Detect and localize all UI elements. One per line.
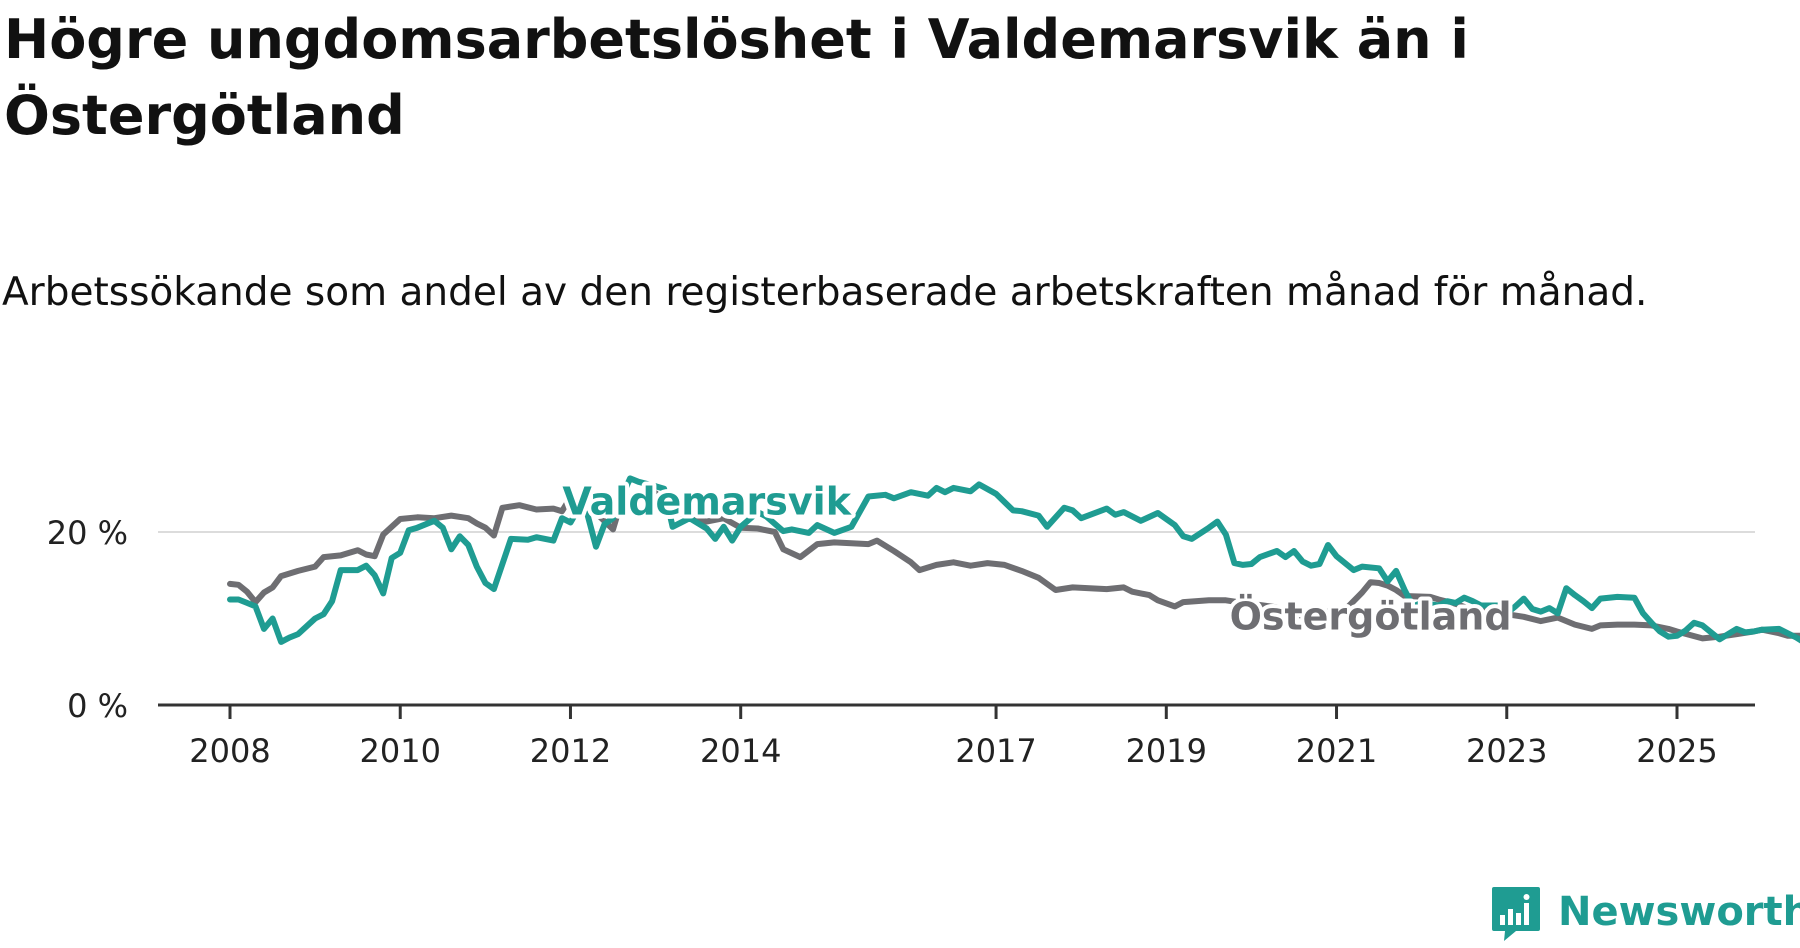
- x-tick-label: 2023: [1466, 732, 1547, 770]
- x-tick-label: 2017: [955, 732, 1036, 770]
- y-tick-label: 0 %: [67, 687, 128, 725]
- label-layer: 9 %11,2 %ValdemarsvikValdemarsvikÖstergö…: [558, 476, 1515, 643]
- x-tick-label: 2008: [189, 732, 270, 770]
- brand-name: Newsworthy: [1558, 889, 1800, 935]
- newsworthy-logo: Newsworthy: [1490, 885, 1800, 943]
- series-line--sterg-tland: [227, 490, 1800, 642]
- chart-subtitle: Arbetssökande som andel av den registerb…: [2, 270, 1648, 315]
- series-layer: [227, 475, 1800, 645]
- series-annotation-halo: Valdemarsvik: [562, 480, 851, 524]
- series-line-valdemarsvik: [227, 475, 1800, 645]
- series-annotation: Valdemarsvik: [562, 480, 851, 524]
- y-tick-label: 20 %: [47, 514, 128, 552]
- x-tick-label: 2021: [1296, 732, 1377, 770]
- x-axis: 2008 2010 2012 2014 2017 2019 2021 2023 2025: [158, 703, 1755, 770]
- y-axis: 0 % 20 %: [47, 514, 128, 725]
- x-tick-label: 2025: [1636, 732, 1717, 770]
- x-tick-label: 2010: [360, 732, 441, 770]
- x-tick-label: 2012: [530, 732, 611, 770]
- x-tick-label: 2014: [700, 732, 781, 770]
- series-annotation: Östergötland: [1230, 595, 1512, 639]
- chart-title: Högre ungdomsarbetslöshet i Valdemarsvik…: [4, 8, 1469, 147]
- x-tick-label: 2019: [1126, 732, 1207, 770]
- series-annotation-halo: Östergötland: [1230, 595, 1512, 639]
- bar-chart-speech-bubble-icon: [1492, 887, 1540, 941]
